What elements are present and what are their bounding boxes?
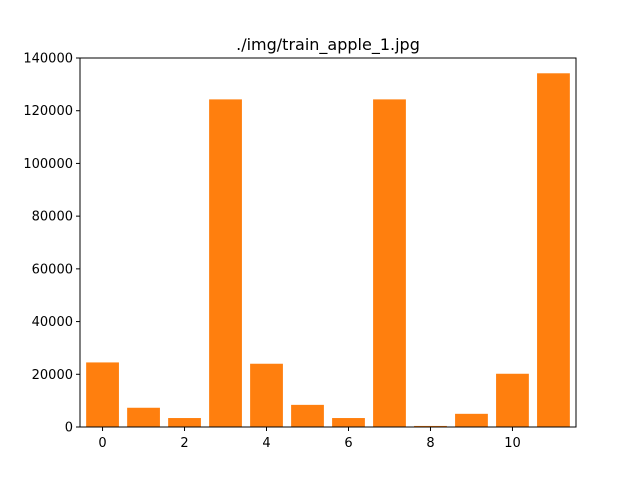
- bar-9: [455, 413, 488, 427]
- bar-7: [373, 99, 406, 428]
- y-tick-label: 20000: [32, 368, 73, 383]
- x-tick-label: 0: [98, 436, 106, 451]
- y-tick-label: 100000: [23, 157, 73, 172]
- bar-2: [168, 418, 201, 427]
- x-axis: 0 2 4 6 8 10: [98, 427, 521, 451]
- y-tick-label: 140000: [23, 52, 73, 67]
- x-tick-label: 8: [426, 436, 434, 451]
- bar-4: [250, 363, 283, 427]
- y-tick-label: 120000: [23, 104, 73, 119]
- axes-frame: [79, 57, 577, 428]
- y-axis: 0 20000 40000 60000 80000 100000 120000 140000: [23, 52, 80, 436]
- y-tick-label: 40000: [32, 315, 73, 330]
- bar-8: [414, 425, 447, 427]
- bar-10: [496, 373, 529, 427]
- y-tick-label: 80000: [32, 210, 73, 225]
- chart-title: ./img/train_apple_1.jpg: [236, 35, 420, 55]
- x-tick-label: 2: [180, 436, 188, 451]
- bar-0: [86, 362, 119, 427]
- bar-5: [291, 404, 324, 427]
- y-tick-label: 60000: [32, 262, 73, 277]
- x-tick-label: 6: [344, 436, 352, 451]
- x-tick-label: 4: [262, 436, 270, 451]
- bar-11: [537, 73, 570, 427]
- bar-3: [209, 99, 242, 428]
- x-tick-label: 10: [504, 436, 521, 451]
- bars-group: [86, 73, 570, 428]
- bar-6: [332, 418, 365, 427]
- bar-1: [127, 407, 160, 427]
- y-tick-label: 0: [65, 421, 73, 436]
